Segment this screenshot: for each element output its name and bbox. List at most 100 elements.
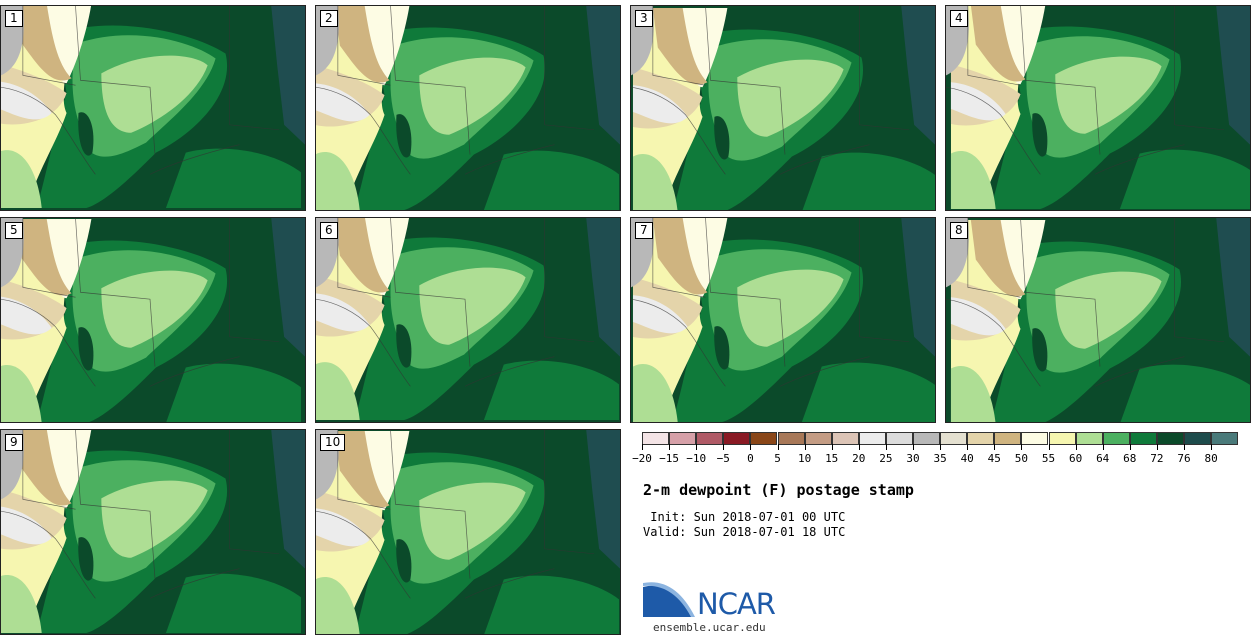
chart-title: 2-m dewpoint (F) postage stamp: [643, 481, 914, 499]
colorbar-swatch: [1102, 432, 1130, 445]
colorbar-swatch: [1156, 432, 1184, 445]
colorbar-tick-label: 30: [906, 452, 920, 465]
state-border: [946, 298, 1041, 387]
state-border: [337, 430, 391, 510]
member-panel[interactable]: 6: [315, 217, 621, 423]
state-border: [779, 356, 870, 387]
dewpoint-region: [632, 295, 688, 334]
state-border: [1174, 6, 1225, 131]
member-panel[interactable]: 2: [315, 5, 621, 211]
member-label: 8: [950, 222, 968, 239]
state-border: [631, 86, 726, 175]
dewpoint-region: [901, 6, 935, 145]
member-label: 6: [320, 222, 338, 239]
dewpoint-region: [970, 219, 1026, 297]
dewpoint-region: [101, 55, 208, 133]
state-border: [544, 218, 595, 343]
colorbar-swatch: [777, 432, 805, 445]
dewpoint-region: [271, 6, 305, 145]
state-border: [390, 430, 471, 579]
dewpoint-region: [632, 85, 688, 124]
dewpoint-region: [165, 573, 302, 634]
member-panel[interactable]: 7: [630, 217, 936, 423]
dewpoint-region: [990, 6, 1046, 85]
dewpoint-region: [714, 116, 730, 160]
member-panel[interactable]: 9: [0, 429, 306, 635]
dewpoint-region: [901, 218, 935, 357]
dewpoint-region: [396, 539, 412, 583]
state-border: [464, 568, 555, 599]
dewpoint-region: [1, 81, 52, 120]
dewpoint-region: [271, 218, 305, 357]
colorbar-swatch: [750, 432, 778, 445]
state-border: [316, 86, 411, 175]
dewpoint-region: [1, 365, 42, 422]
colorbar-tick: [967, 444, 969, 450]
dewpoint-region: [586, 430, 620, 569]
state-border: [149, 568, 240, 599]
dewpoint-region: [586, 218, 620, 357]
colorbar-tick-label: 5: [774, 452, 781, 465]
dewpoint-region: [1, 296, 52, 335]
dewpoint-map: [631, 218, 935, 422]
state-border: [464, 144, 555, 175]
state-border: [946, 86, 1041, 175]
dewpoint-map: [631, 6, 935, 210]
colorbar-tick-label: −15: [659, 452, 680, 465]
dewpoint-map: [316, 218, 620, 422]
dewpoint-map: [946, 218, 1250, 422]
dewpoint-region: [1055, 271, 1162, 349]
dewpoint-region: [165, 148, 302, 209]
dewpoint-region: [419, 482, 526, 560]
dewpoint-region: [1032, 113, 1048, 157]
state-border: [464, 356, 555, 387]
state-border: [22, 430, 76, 510]
dewpoint-map: [316, 430, 620, 634]
dewpoint-region: [78, 537, 94, 581]
colorbar-tick-label: −5: [716, 452, 730, 465]
colorbar-tick: [804, 444, 806, 450]
member-panel[interactable]: 3: [630, 5, 936, 211]
member-panel[interactable]: 5: [0, 217, 306, 423]
dewpoint-region: [316, 508, 370, 547]
dewpoint-region: [1120, 364, 1250, 422]
site-url[interactable]: ensemble.ucar.edu: [653, 621, 766, 634]
colorbar-tick: [1211, 444, 1213, 450]
dewpoint-region: [354, 6, 410, 86]
dewpoint-region: [166, 363, 302, 422]
dewpoint-region: [586, 6, 620, 145]
colorbar-swatch: [696, 432, 724, 445]
colorbar-swatch: [967, 432, 995, 445]
member-panel[interactable]: 4: [945, 5, 1251, 211]
dewpoint-region: [101, 480, 208, 558]
member-label: 9: [5, 434, 23, 451]
member-label: 1: [5, 10, 23, 27]
colorbar-tick-label: 20: [852, 452, 866, 465]
dewpoint-region: [1216, 6, 1250, 145]
member-panel[interactable]: 10: [315, 429, 621, 635]
colorbar-tick: [858, 444, 860, 450]
colorbar-tick: [885, 444, 887, 450]
member-label: 3: [635, 10, 653, 27]
dewpoint-region: [1119, 149, 1250, 210]
member-panel[interactable]: 8: [945, 217, 1251, 423]
dewpoint-region: [950, 151, 996, 210]
state-border: [859, 6, 910, 131]
member-label: 7: [635, 222, 653, 239]
state-border: [1020, 218, 1101, 367]
dewpoint-region: [334, 6, 390, 83]
dewpoint-region: [714, 326, 730, 370]
colorbar-tick: [750, 444, 752, 450]
dewpoint-region: [483, 150, 620, 210]
dewpoint-region: [672, 218, 728, 298]
dewpoint-region: [396, 114, 412, 158]
member-panel[interactable]: 1: [0, 5, 306, 211]
member-label: 5: [5, 222, 23, 239]
dewpoint-region: [334, 430, 390, 508]
colorbar-swatch: [669, 432, 697, 445]
state-border: [967, 6, 1021, 86]
dewpoint-region: [419, 57, 526, 135]
colorbar-tick-label: 50: [1014, 452, 1029, 465]
colorbar-tick: [696, 444, 698, 450]
state-border: [75, 6, 156, 155]
